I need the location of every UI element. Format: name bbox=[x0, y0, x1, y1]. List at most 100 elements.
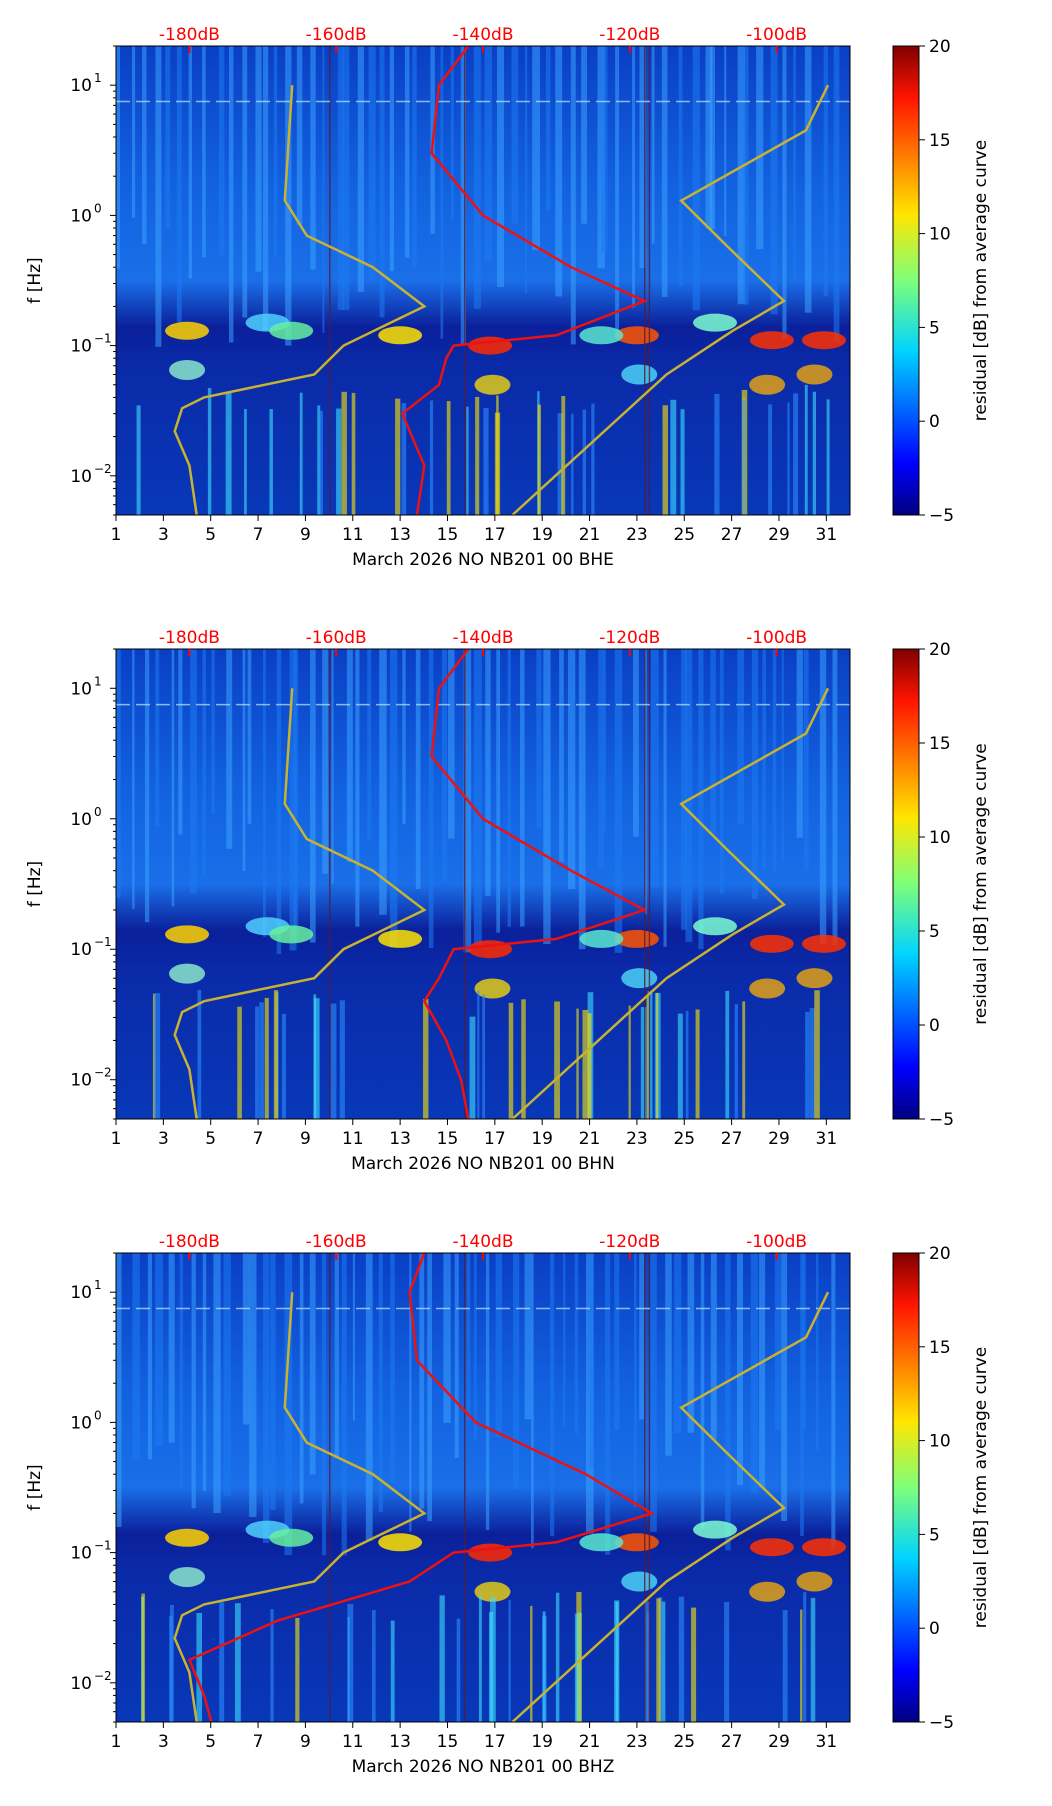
colorbar-label: residual [dB] from average curve bbox=[971, 140, 991, 421]
streak bbox=[568, 649, 576, 890]
streak bbox=[644, 649, 647, 915]
x-tick-label: 11 bbox=[342, 525, 364, 545]
streak bbox=[557, 413, 564, 515]
streak bbox=[582, 409, 587, 515]
streak bbox=[665, 1253, 672, 1456]
y-tick-label: 10 bbox=[70, 1674, 92, 1694]
top-tick-label: -140dB bbox=[452, 1232, 513, 1252]
x-tick-label: 7 bbox=[253, 1129, 264, 1149]
microseism-blob bbox=[165, 321, 210, 340]
streak bbox=[737, 46, 746, 305]
streak bbox=[322, 649, 329, 874]
streak bbox=[485, 1253, 490, 1530]
streak bbox=[404, 46, 410, 258]
average-psd-curve bbox=[400, 46, 648, 515]
streak bbox=[770, 46, 778, 315]
low-noise-model-curve bbox=[173, 85, 427, 515]
x-axis-label: March 2026 NO NB201 00 BHZ bbox=[352, 1757, 615, 1777]
streak bbox=[576, 1008, 579, 1119]
streak bbox=[321, 1253, 327, 1556]
colorbar-tick-label: 15 bbox=[929, 1338, 951, 1358]
streak bbox=[781, 649, 784, 860]
streak bbox=[439, 1595, 445, 1722]
streak bbox=[550, 1253, 555, 1537]
streak bbox=[589, 1253, 594, 1469]
streak bbox=[793, 393, 799, 515]
streak bbox=[310, 46, 316, 270]
streak bbox=[639, 1253, 645, 1420]
streak bbox=[633, 649, 639, 837]
streak bbox=[367, 649, 372, 841]
streak bbox=[259, 1002, 264, 1119]
streak bbox=[725, 1253, 731, 1551]
streak bbox=[597, 46, 605, 269]
streak bbox=[561, 395, 566, 515]
top-tick-label: -100dB bbox=[746, 628, 807, 648]
y-axis-label: f [Hz] bbox=[25, 1464, 45, 1510]
streak bbox=[656, 992, 659, 1119]
top-tick-label: -180dB bbox=[159, 25, 220, 45]
streak bbox=[787, 402, 790, 515]
microseism-blob bbox=[579, 1533, 624, 1552]
y-tick-label: 10 bbox=[70, 337, 92, 357]
colorbar-tick-label: 10 bbox=[929, 1432, 951, 1452]
y-tick-label: 10 bbox=[70, 1413, 92, 1433]
streak bbox=[804, 384, 808, 515]
streak bbox=[295, 1618, 300, 1722]
streak bbox=[469, 1016, 476, 1119]
streak bbox=[639, 46, 646, 268]
microseism-blob bbox=[749, 1581, 786, 1602]
streak bbox=[574, 1613, 579, 1722]
x-tick-label: 7 bbox=[253, 525, 264, 545]
streak bbox=[207, 388, 212, 515]
streak bbox=[543, 649, 551, 945]
streak bbox=[484, 46, 493, 262]
streak bbox=[284, 1253, 293, 1556]
streak bbox=[165, 46, 171, 230]
streak bbox=[809, 1008, 815, 1119]
streak bbox=[247, 649, 252, 824]
colorbar-tick-label: 15 bbox=[929, 131, 951, 151]
streak bbox=[346, 649, 353, 863]
streak bbox=[674, 1253, 682, 1433]
x-tick-label: 27 bbox=[721, 525, 743, 545]
microseism-blob bbox=[749, 331, 794, 350]
streak bbox=[218, 46, 225, 256]
streak bbox=[395, 398, 401, 515]
low-noise-model-curve bbox=[173, 688, 427, 1119]
gap-line bbox=[644, 1253, 646, 1722]
colorbar bbox=[892, 45, 920, 516]
streak bbox=[805, 1011, 810, 1119]
streak bbox=[285, 46, 292, 346]
streak bbox=[473, 649, 482, 945]
high-noise-model-curve bbox=[511, 1291, 830, 1722]
streak bbox=[313, 998, 320, 1119]
streak bbox=[781, 1253, 788, 1522]
gap-line bbox=[464, 649, 466, 1119]
streak bbox=[270, 1609, 274, 1722]
spectrogram-background bbox=[116, 46, 850, 515]
streak bbox=[742, 399, 746, 515]
streak bbox=[774, 1253, 781, 1431]
colorbar-label: residual [dB] from average curve bbox=[971, 1347, 991, 1628]
streak bbox=[473, 46, 481, 309]
microseism-blob bbox=[801, 331, 846, 350]
streak bbox=[309, 1253, 316, 1475]
average-psd-curve bbox=[422, 649, 648, 1119]
streak bbox=[202, 1253, 207, 1492]
streak bbox=[802, 1253, 806, 1429]
y-tick-label: 10 bbox=[70, 940, 92, 960]
streak bbox=[615, 46, 620, 335]
y-axis-label: f [Hz] bbox=[25, 257, 45, 303]
streak bbox=[390, 1253, 395, 1483]
x-tick-label: 1 bbox=[111, 1129, 122, 1149]
streak bbox=[456, 1618, 461, 1722]
streak bbox=[644, 1601, 650, 1722]
streak bbox=[296, 46, 303, 225]
y-tick-base: 10 bbox=[70, 1413, 92, 1433]
streak bbox=[508, 1002, 514, 1119]
streak bbox=[351, 392, 356, 515]
streak bbox=[810, 1597, 816, 1722]
streak bbox=[563, 1253, 566, 1428]
streak bbox=[132, 649, 135, 909]
